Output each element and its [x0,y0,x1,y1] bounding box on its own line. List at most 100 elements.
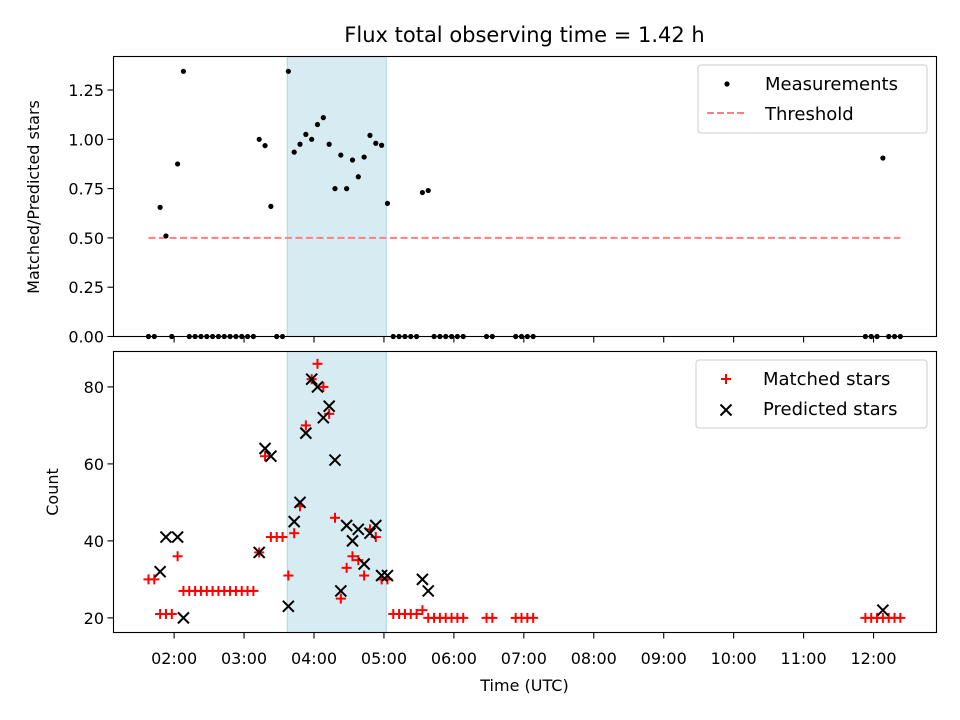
measurement-point [344,186,350,192]
matched-star-point [347,551,358,562]
matched-star-point [283,570,294,581]
bottom-plot-frame [112,350,938,634]
predicted-star-point [381,569,394,582]
measurement-point [326,141,332,147]
matched-star-point [260,451,271,462]
measurement-point [291,149,297,155]
measurement-point [419,189,426,196]
x-tick-label: 11:00 [781,649,827,668]
matched-star-point [248,585,259,596]
top-x-axis [173,336,875,343]
measurement-point [320,115,326,121]
matched-star-point [318,381,329,392]
legend-measurements-marker [724,81,730,87]
bottom-y-tick-label: 40 [84,532,104,551]
measurement-point [157,204,163,210]
measurement-point [384,200,391,207]
matched-star-point [149,574,160,585]
bottom-y-tick-label: 20 [84,609,104,628]
measurement-point [163,233,169,239]
predicted-star-point [352,523,365,536]
measurement-point [367,132,373,138]
matched-star-point [166,609,177,620]
matched-star-point [528,612,539,623]
x-tick-label: 04:00 [291,649,337,668]
measurement-point [309,136,315,142]
bottom-legend: Matched stars Predicted stars [695,359,928,429]
x-axis-label: Time (UTC) [479,676,568,695]
measurement-point [297,141,303,147]
measurement-point [332,186,338,192]
bottom-marks [143,358,906,625]
measurement-point [256,136,262,142]
matched-star-point [417,605,428,616]
bottom-y-tick-label: 80 [84,378,104,397]
measurement-point [175,161,181,167]
top-y-label: Matched/Predicted stars [24,100,43,294]
predicted-star-point [369,519,382,532]
measurement-point [425,187,431,194]
predicted-star-point [328,453,342,467]
top-legend-box [697,64,928,134]
predicted-star-point [177,611,190,625]
predicted-star-point [305,373,318,386]
x-tick-label: 02:00 [151,649,197,668]
predicted-star-point [375,569,388,582]
matched-star-point [458,612,469,623]
legend-matched-label: Matched stars [763,369,890,390]
measurement-point [262,143,268,149]
predicted-star-point [357,557,371,571]
bottom-legend-box [695,359,928,429]
measurement-point [379,142,385,148]
top-y-tick-label: 1.00 [68,130,104,149]
matched-star-point [300,420,311,431]
top-y-tick-label: 0.75 [68,180,104,199]
predicted-star-point [253,546,266,559]
top-observing-span [286,56,387,337]
top-legend: Measurements Threshold [697,64,928,134]
legend-predicted-label: Predicted stars [763,399,897,420]
bottom-y-axis: 20 40 60 80 [84,378,114,628]
x-tick-label: 03:00 [221,649,267,668]
predicted-star-point [422,584,435,598]
x-tick-label: 05:00 [361,649,407,668]
bottom-observing-span [286,351,387,633]
predicted-star-point [153,565,167,578]
predicted-star-point [334,584,348,598]
bottom-y-label: Count [43,468,62,516]
x-tick-label: 09:00 [641,649,687,668]
x-tick-label: 08:00 [571,649,617,668]
x-tick-label: 07:00 [501,649,547,668]
matched-star-point [895,612,906,623]
top-y-tick-label: 1.25 [68,81,104,100]
predicted-star-point [282,600,295,613]
measurement-point [314,121,321,128]
predicted-star-point [416,573,429,586]
matched-star-point [172,551,183,562]
legend-predicted-marker [719,403,733,417]
predicted-star-point [340,519,353,532]
top-y-tick-label: 0.00 [68,328,104,347]
x-tick-label: 06:00 [431,649,477,668]
legend-measurements-label: Measurements [765,74,898,95]
predicted-star-point [322,399,336,413]
predicted-star-point [311,380,324,394]
predicted-star-point [293,496,307,509]
measurement-point [373,140,379,146]
matched-star-point [487,612,498,623]
legend-threshold-label: Threshold [764,104,854,125]
x-tick-label: 12:00 [850,649,896,668]
matched-star-point [335,593,346,604]
measurement-point [268,203,274,209]
top-y-tick-label: 0.50 [68,229,104,248]
predicted-star-point [876,603,890,617]
bottom-x-axis: 02:00 03:00 04:00 05:00 06:00 07:00 08:00 09:00… [151,632,897,668]
chart-title: Flux total observing time = 1.42 h [344,23,704,47]
matched-star-point [341,562,352,573]
measurement-point [880,155,886,161]
matched-star-point [411,609,422,620]
predicted-star-point [346,534,359,548]
measurement-point [180,68,187,74]
